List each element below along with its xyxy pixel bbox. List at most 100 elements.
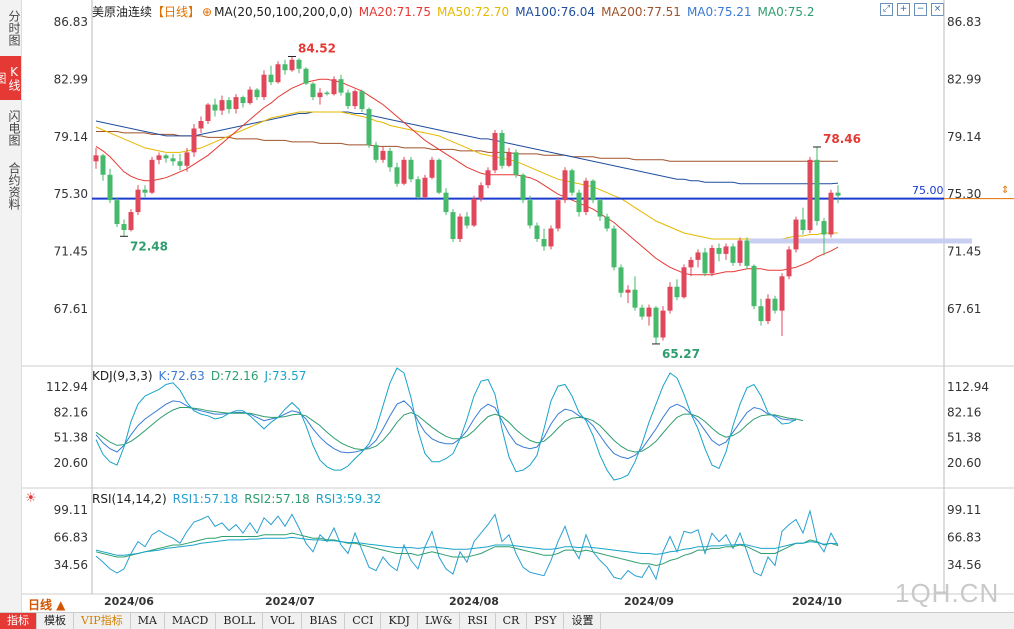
expand-icon[interactable]: ⤢ — [880, 3, 893, 16]
price-annotation: 78.46 — [823, 132, 861, 146]
kdj-k-value: K:72.63 — [158, 369, 205, 383]
tab-settings[interactable]: 设置 — [564, 613, 602, 629]
candle-down — [772, 298, 778, 311]
candle-up — [198, 121, 204, 129]
left-tab-bar: 分时图 K线图 闪电图 合约资料 — [0, 0, 22, 612]
y-tick-label-left: 82.16 — [54, 405, 88, 419]
candle-up — [709, 247, 715, 274]
candle-down — [114, 200, 120, 225]
candle-up — [261, 74, 267, 98]
tab-kline[interactable]: K线图 — [0, 56, 21, 100]
candle-down — [212, 104, 218, 111]
y-tick-label-right: 79.14 — [947, 130, 981, 144]
y-tick-label-left: 34.56 — [54, 558, 88, 572]
candle-up — [317, 92, 323, 98]
candle-up — [807, 159, 813, 231]
tab-rsi[interactable]: RSI — [460, 613, 496, 629]
price-annotation: 84.52 — [298, 41, 336, 55]
tab-lw[interactable]: LW& — [418, 613, 461, 629]
x-label-jun: 2024/06 — [104, 595, 154, 608]
tab-vip-indicators[interactable]: VIP指标 — [74, 613, 131, 629]
y-tick-label-left: 67.61 — [54, 302, 88, 316]
candle-up — [191, 128, 197, 153]
tab-flash-chart[interactable]: 闪电图 — [7, 110, 21, 146]
candle-down — [569, 170, 575, 193]
tab-kdj[interactable]: KDJ — [381, 613, 418, 629]
tab-bias[interactable]: BIAS — [302, 613, 346, 629]
tab-psy[interactable]: PSY — [527, 613, 565, 629]
y-tick-label-right: 75.30 — [947, 187, 981, 201]
tab-ma[interactable]: MA — [131, 613, 165, 629]
tab-cci[interactable]: CCI — [345, 613, 382, 629]
period-selector[interactable]: 日线 ▲ — [28, 598, 66, 612]
candle-up — [828, 192, 834, 235]
candle-up — [492, 132, 498, 171]
candle-up — [723, 246, 729, 254]
rsi-rsi1-line — [95, 508, 839, 581]
candle-up — [793, 219, 799, 250]
candle-down — [373, 144, 379, 160]
y-tick-label-right: 67.61 — [947, 302, 981, 316]
candle-down — [107, 174, 113, 201]
candle-up — [681, 267, 687, 298]
candle-down — [345, 92, 351, 107]
rsi-rsi3-line — [95, 536, 839, 556]
y-tick-label-right: 34.56 — [947, 558, 981, 572]
tab-timeshare[interactable]: 分时图 — [7, 10, 21, 46]
candle-down — [800, 219, 806, 231]
rsi2-value: RSI2:57.18 — [244, 492, 310, 506]
hline-price-label: 75.00 — [912, 184, 944, 197]
ma20-value: MA20:71.75 — [358, 5, 431, 19]
y-tick-label-left: 86.83 — [54, 15, 88, 29]
candle-down — [338, 79, 344, 93]
y-tick-label-left: 71.45 — [54, 245, 88, 259]
ma100-line — [95, 111, 839, 185]
settings-icon[interactable]: ⊕ — [202, 5, 213, 19]
zoom-out-icon[interactable]: − — [914, 3, 927, 16]
candle-down — [254, 89, 260, 98]
candle-down — [387, 150, 393, 168]
candle-up — [422, 177, 428, 198]
candle-down — [534, 225, 540, 239]
window-controls: ⤢ + − × — [880, 3, 944, 16]
price-legend: 美原油连续【日线】 ⊕ MA(20,50,100,200,0,0) MA20:71.7… — [92, 3, 821, 20]
y-tick-label-right: 86.83 — [947, 15, 981, 29]
candle-down — [415, 179, 421, 198]
y-tick-label-right: 112.94 — [947, 380, 989, 394]
price-annotation: 65.27 — [662, 347, 700, 361]
ma20-line — [95, 78, 839, 276]
candle-down — [100, 155, 106, 175]
kdj-d-line — [95, 407, 804, 453]
tab-boll[interactable]: BOLL — [216, 613, 264, 629]
candle-up — [737, 240, 743, 263]
chart-canvas: 86.83 86.83 82.99 82.99 79.14 79.14 75.30 75.30… — [22, 0, 1014, 595]
kdj-k-line — [95, 400, 797, 460]
candle-down — [324, 92, 330, 95]
indicator-settings-icon[interactable]: ☀ — [25, 491, 37, 506]
rsi-legend: RSI(14,14,2) RSI1:57.18 RSI2:57.18 RSI3:59.… — [92, 492, 387, 506]
tab-vol[interactable]: VOL — [263, 613, 303, 629]
candle-up — [219, 100, 225, 111]
zoom-in-icon[interactable]: + — [897, 3, 910, 16]
candle-up — [471, 198, 477, 226]
candle-down — [436, 159, 442, 193]
symbol-name: 美原油连续 — [92, 5, 153, 19]
tab-macd[interactable]: MACD — [165, 613, 217, 629]
ma200-value: MA200:77.51 — [601, 5, 681, 19]
tab-contract-info[interactable]: 合约资料 — [7, 162, 21, 210]
watermark-logo: 1QH.CN — [895, 578, 1000, 608]
ma50-line — [95, 111, 838, 240]
hline-marker-icon[interactable]: ⇕ — [1001, 185, 1010, 196]
candle-up — [625, 289, 631, 293]
candle-up — [786, 249, 792, 277]
tab-indicators[interactable]: 指标 — [0, 613, 37, 629]
candle-down — [751, 265, 757, 307]
ma0-value-a: MA0:75.21 — [686, 5, 752, 19]
candle-down — [597, 200, 603, 217]
candle-up — [247, 89, 253, 104]
tab-cr[interactable]: CR — [496, 613, 528, 629]
ma200-line — [96, 131, 839, 162]
candle-up — [660, 310, 666, 338]
candle-up — [380, 150, 386, 160]
tab-templates[interactable]: 模板 — [37, 613, 74, 629]
